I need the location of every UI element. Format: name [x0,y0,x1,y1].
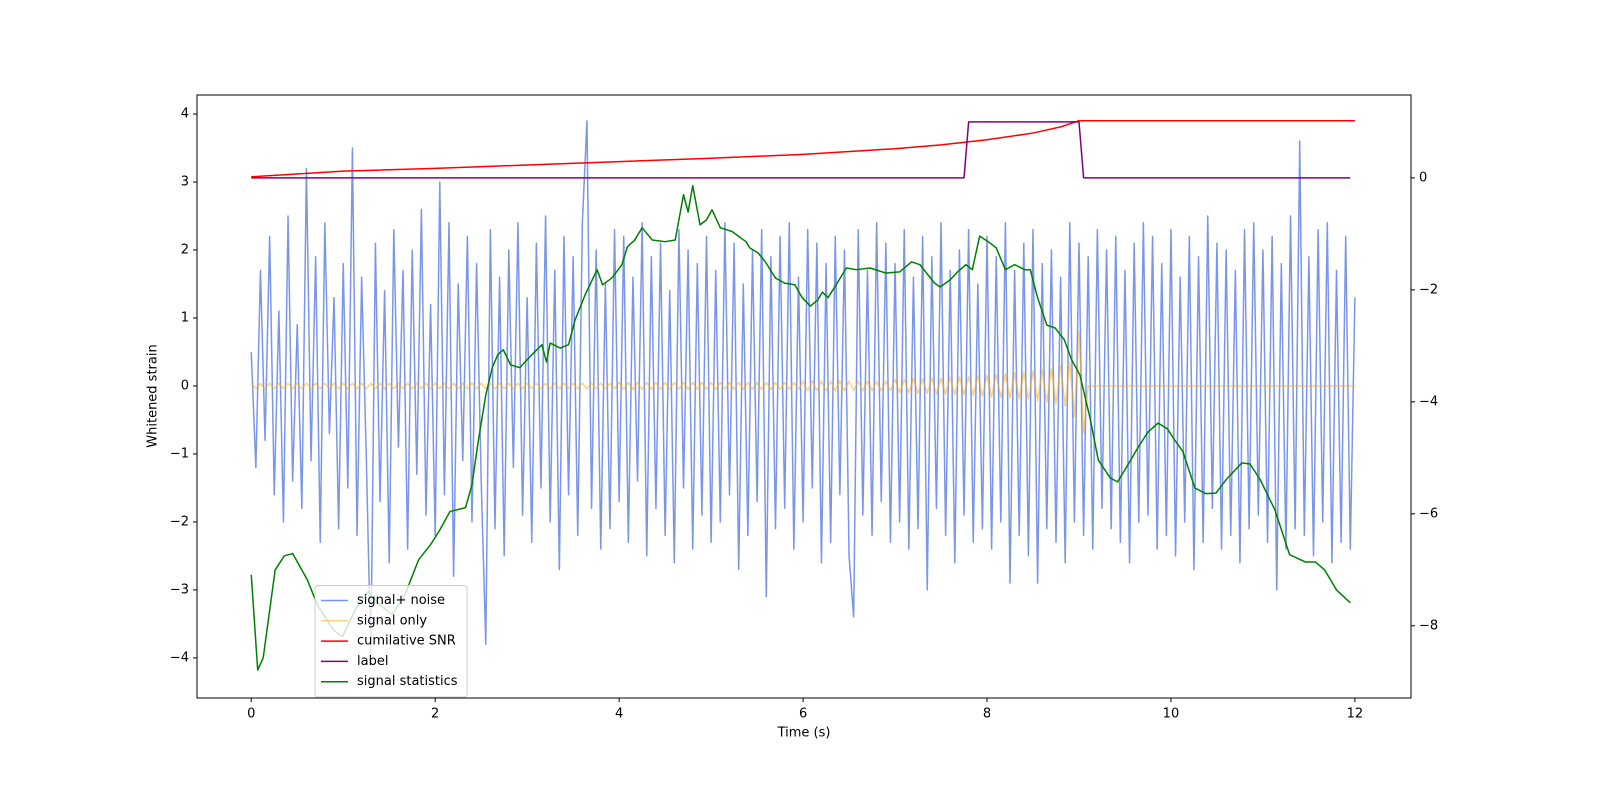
y2-tick-label: 0 [1419,170,1427,185]
legend-label: label [357,654,388,669]
x-tick-label: 4 [615,707,623,722]
x-tick-label: 6 [799,707,807,722]
series-line [250,120,1356,659]
series-line [250,184,1351,671]
y2-tick-label: −8 [1419,618,1438,633]
y2-tick-label: −2 [1419,282,1438,297]
y-tick-label: −1 [170,446,189,461]
legend-label: signal statistics [357,674,458,689]
y-tick-label: −2 [170,514,189,529]
y-axis-label: Whitened strain [146,344,161,447]
series-line [251,120,1355,178]
legend-box [314,585,468,698]
y-tick-label: 4 [181,107,189,122]
y2-tick-label: −4 [1419,394,1438,409]
x-tick-label: 2 [431,707,439,722]
y-tick-label: 2 [181,242,189,257]
series-line [251,121,1351,179]
legend-label: cumilative SNR [357,634,456,649]
x-axis-label: Time (s) [777,726,831,741]
y2-tick-label: −6 [1419,506,1438,521]
y-tick-label: 3 [181,175,189,190]
x-tick-label: 8 [983,707,991,722]
legend-label: signal only [357,613,427,628]
x-tick-label: 10 [1163,707,1180,722]
y-tick-label: −3 [170,582,189,597]
legend: signal+ noise signal only cumilative SNR la… [314,585,468,698]
y-tick-label: 0 [181,378,189,393]
plot-frame [196,94,1412,699]
y-tick-label: 1 [181,310,189,325]
legend-label: signal+ noise [357,593,445,608]
y-tick-label: −4 [170,650,189,665]
x-tick-label: 0 [247,707,255,722]
x-tick-label: 12 [1347,707,1364,722]
series-line [250,330,1355,435]
